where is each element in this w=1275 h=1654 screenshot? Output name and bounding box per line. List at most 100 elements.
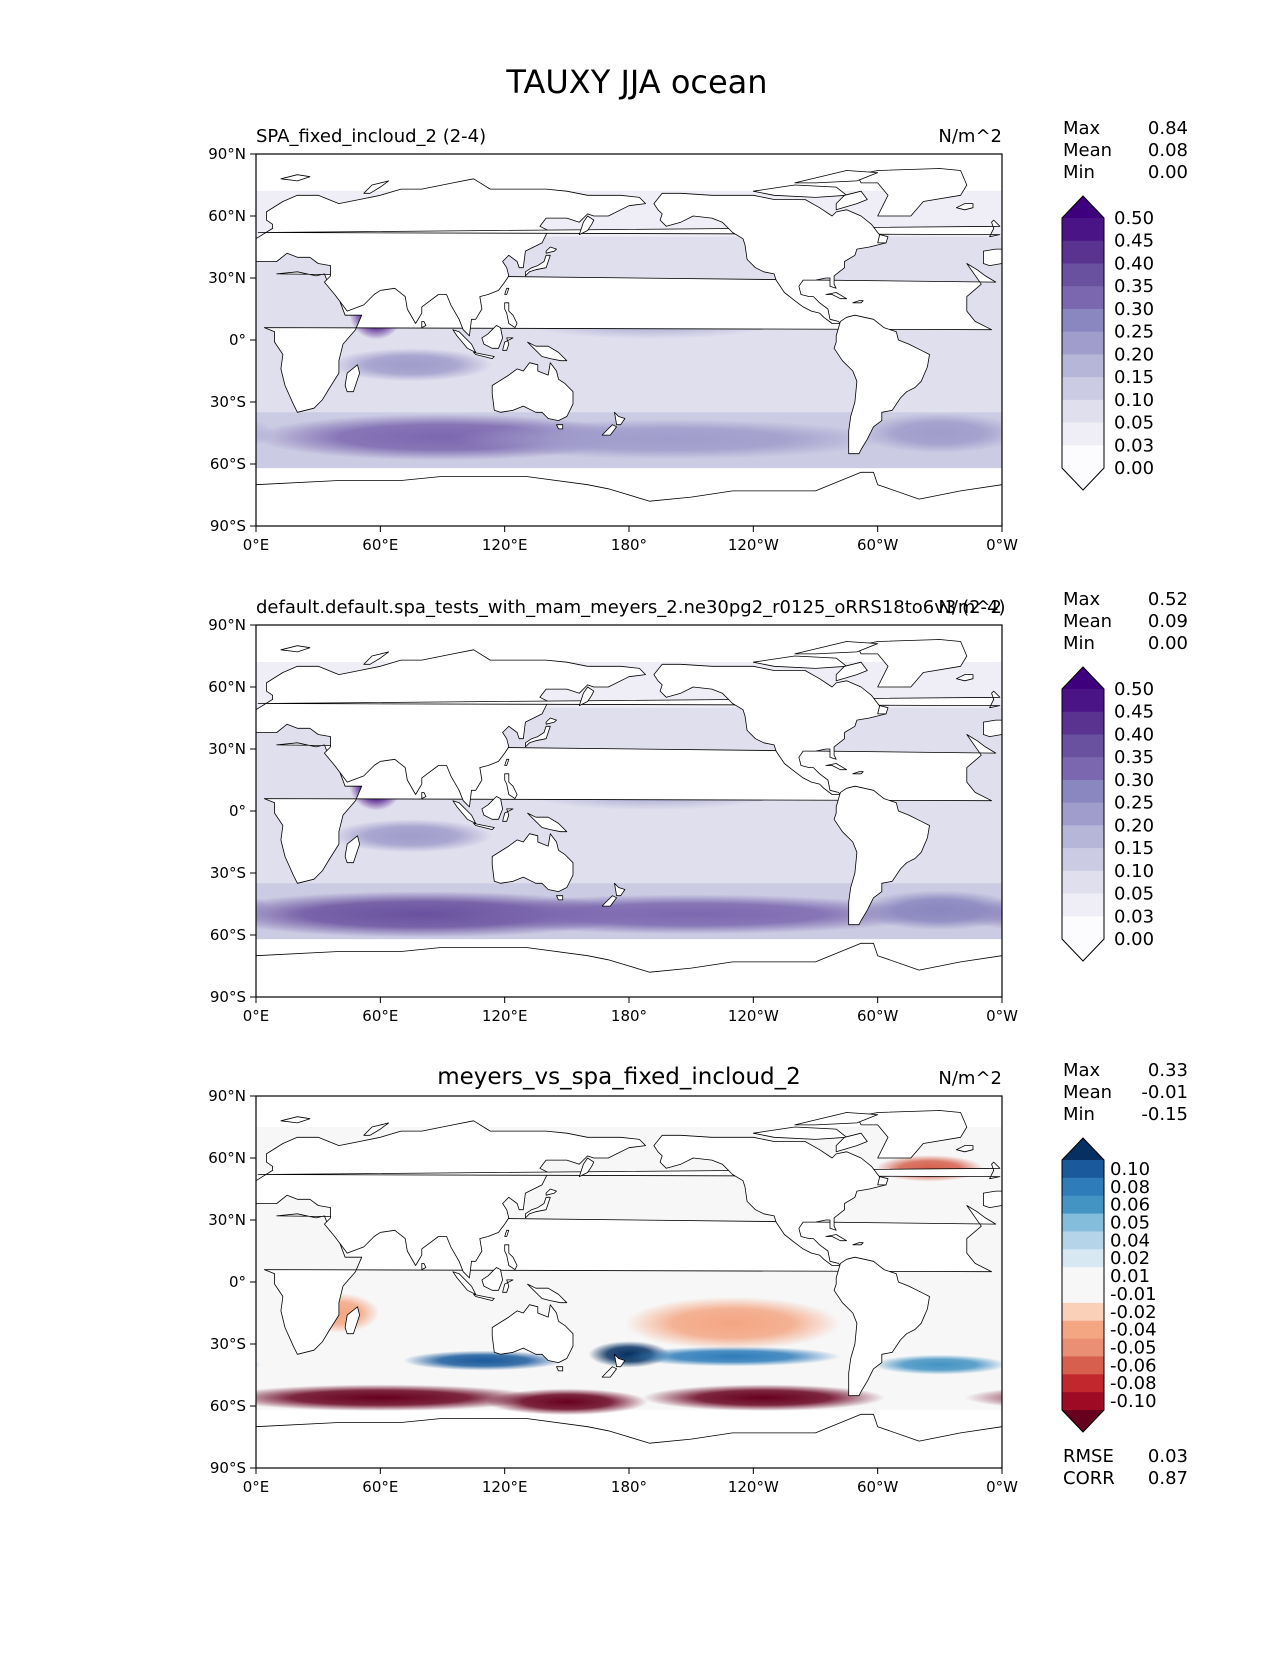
- y-tick-label: 30°N: [208, 740, 246, 758]
- land-mass: [578, 215, 595, 236]
- land-mass: [504, 302, 518, 329]
- x-tick-label: 120°W: [728, 536, 779, 554]
- x-tick-label: 60°W: [857, 536, 899, 554]
- land-mass: [452, 800, 477, 824]
- colorbar-segment: [1062, 1231, 1104, 1250]
- colorbar-label: 0.00: [1114, 458, 1154, 479]
- x-tick-label: 120°E: [482, 1478, 528, 1496]
- colorbar-label: 0.20: [1114, 815, 1154, 836]
- x-tick-label: 60°E: [362, 536, 398, 554]
- stat-value: 0.09: [1148, 611, 1188, 632]
- colorbar-segment: [1062, 779, 1104, 804]
- colorbar-label: -0.01: [1110, 1284, 1157, 1305]
- colorbar-segment: [1062, 331, 1104, 355]
- land-mass: [956, 674, 974, 682]
- land-mass: [504, 1244, 518, 1270]
- x-tick-label: 0°W: [986, 1007, 1018, 1025]
- colorbar-segment: [1062, 1177, 1104, 1197]
- colorbar-label: 0.15: [1114, 367, 1154, 388]
- stat-value: 0.08: [1148, 140, 1188, 161]
- stat-label: Mean: [1063, 611, 1112, 632]
- y-tick-label: 60°N: [208, 1149, 246, 1167]
- colorbar-label: 0.01: [1110, 1266, 1150, 1287]
- map-panel-3: 0°E 60°E 120°E 180° 120°W 60°W 0°W 90°N 60°N 30°N…: [208, 1060, 1188, 1496]
- land-mass: [280, 174, 311, 182]
- colorbar-label: 0.45: [1114, 702, 1154, 723]
- stat-label: Min: [1063, 162, 1095, 183]
- x-tick-label: 120°W: [728, 1478, 779, 1496]
- land-mass: [856, 168, 968, 217]
- field-feature: [872, 1354, 1002, 1375]
- colorbar-segment: [1062, 1160, 1104, 1179]
- field-feature: [859, 413, 1002, 453]
- land-mass: [653, 192, 887, 324]
- land-mass: [256, 1413, 1002, 1468]
- field-feature: [448, 894, 934, 935]
- y-tick-label: 30°S: [210, 393, 246, 411]
- colorbar-segment: [1062, 399, 1104, 424]
- land-mass: [502, 337, 514, 351]
- field-feature: [403, 1350, 565, 1371]
- colorbar-segment: [1062, 893, 1104, 917]
- land-mass: [825, 763, 847, 771]
- land-mass: [280, 1116, 311, 1124]
- colorbar-extend-min: [1062, 939, 1104, 961]
- land-mass: [852, 1242, 864, 1246]
- colorbar-label: -0.10: [1110, 1391, 1157, 1412]
- colorbar-segment: [1062, 1320, 1104, 1340]
- land-mass: [527, 812, 568, 833]
- land-mass: [983, 719, 1002, 737]
- colorbar-label: 0.30: [1114, 770, 1154, 791]
- colorbar-label: 0.45: [1114, 231, 1154, 252]
- y-tick-label: 60°S: [210, 455, 246, 473]
- land-mass: [825, 1234, 847, 1242]
- colorbar-segment: [1062, 848, 1104, 872]
- colorbar-label: 0.20: [1114, 344, 1154, 365]
- land-mass: [363, 180, 390, 194]
- land-mass: [833, 785, 930, 926]
- land-mass: [473, 823, 495, 830]
- colorbar-label: 0.03: [1114, 906, 1154, 927]
- land-mass: [502, 1279, 514, 1293]
- land-mass: [856, 1110, 968, 1159]
- colorbar-label: -0.04: [1110, 1320, 1157, 1341]
- land-mass: [614, 882, 626, 897]
- land-mass: [452, 1271, 477, 1295]
- land-mass: [856, 639, 968, 688]
- colorbar-segment: [1062, 870, 1104, 895]
- x-tick-label: 180°: [611, 1478, 647, 1496]
- land-mass: [825, 292, 847, 300]
- land-mass: [421, 1263, 427, 1270]
- colorbar-segment: [1062, 445, 1104, 469]
- colorbar-label: 0.08: [1110, 1177, 1150, 1198]
- colorbar-label: 0.40: [1114, 724, 1154, 745]
- land-mass: [833, 314, 930, 455]
- y-tick-label: 0°: [229, 331, 246, 349]
- y-tick-label: 0°: [229, 802, 246, 820]
- panel-left-title: SPA_fixed_incloud_2 (2-4): [256, 126, 486, 147]
- land-mass: [545, 717, 557, 725]
- land-mass: [852, 771, 864, 775]
- field-feature: [330, 348, 493, 382]
- stat-label: Min: [1063, 633, 1095, 654]
- land-mass: [527, 1283, 568, 1304]
- stat-label: Mean: [1063, 140, 1112, 161]
- colorbar-label: -0.06: [1110, 1355, 1157, 1376]
- land-mass: [363, 1122, 390, 1136]
- panel-units: N/m^2: [938, 597, 1002, 618]
- colorbar-segment: [1062, 689, 1104, 713]
- land-mass: [504, 773, 518, 799]
- land-mass: [256, 942, 1002, 997]
- stat-label: Max: [1063, 589, 1101, 610]
- map-panel-1: 0°E 60°E 120°E 180° 120°W 60°W 0°W 90°N 60°N 30°N…: [208, 118, 1188, 554]
- panel-left-title: default.default.spa_tests_with_mam_meyer…: [256, 597, 1006, 618]
- colorbar-outline: [1061, 666, 1105, 962]
- colorbar-label: 0.15: [1114, 838, 1154, 859]
- colorbar-segment: [1062, 1302, 1104, 1322]
- land-mass: [256, 649, 646, 808]
- land-mass: [545, 246, 557, 254]
- y-tick-label: 90°N: [208, 616, 246, 634]
- land-mass: [614, 1353, 626, 1368]
- land-mass: [578, 1157, 595, 1177]
- land-mass: [452, 329, 477, 353]
